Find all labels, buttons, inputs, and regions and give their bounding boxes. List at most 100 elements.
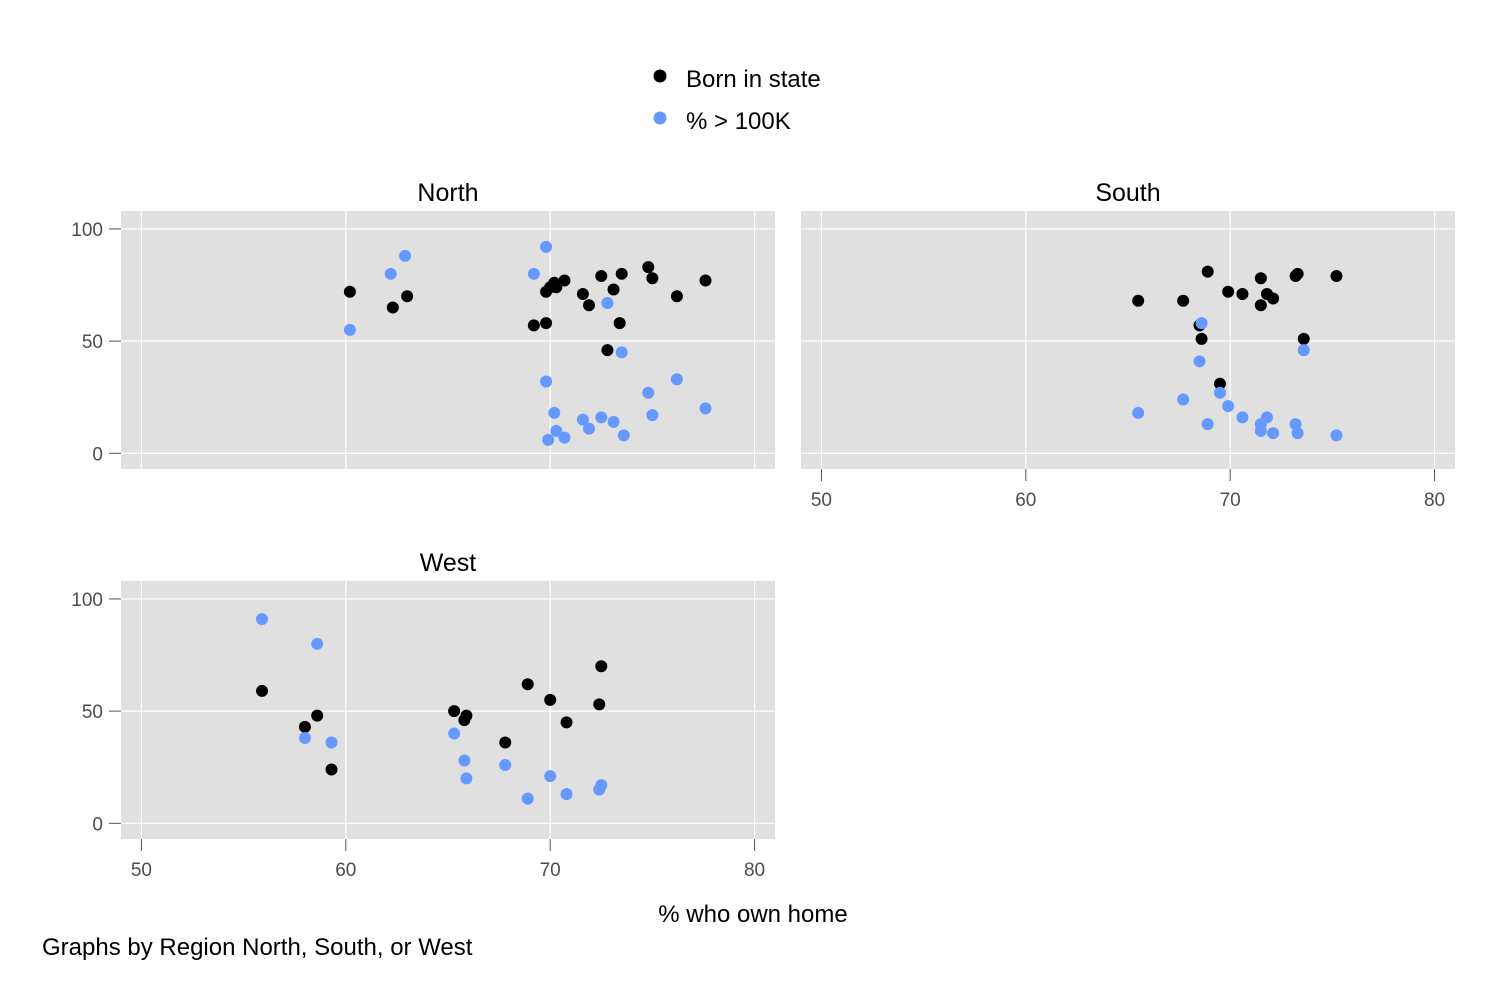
- x-axis-title: % who own home: [658, 901, 847, 928]
- data-point: [1201, 418, 1214, 431]
- data-point: [642, 386, 655, 399]
- data-point: [699, 402, 712, 415]
- data-point: [298, 720, 311, 733]
- data-point: [595, 779, 608, 792]
- data-point: [343, 323, 356, 336]
- data-point: [646, 272, 659, 285]
- panel-south: South 50 60 70 80: [801, 179, 1455, 511]
- legend: Born in state % > 100K: [653, 66, 821, 135]
- data-point: [642, 261, 655, 274]
- data-point: [1222, 400, 1235, 413]
- data-point: [256, 684, 269, 697]
- data-point: [583, 422, 596, 435]
- data-point: [593, 698, 606, 711]
- data-point: [1267, 427, 1280, 440]
- data-point: [1330, 429, 1343, 442]
- data-point: [460, 772, 473, 785]
- data-point: [607, 415, 620, 428]
- data-point: [542, 433, 555, 446]
- data-point: [399, 249, 412, 262]
- data-point: [595, 411, 608, 424]
- y-tick-label: 100: [71, 590, 103, 611]
- data-point: [1222, 285, 1235, 298]
- data-point: [576, 288, 589, 301]
- data-point: [1177, 294, 1190, 307]
- data-point: [448, 705, 461, 718]
- legend-marker-income-over-100k: [653, 111, 667, 125]
- data-point: [550, 424, 563, 437]
- data-point: [583, 299, 596, 312]
- data-point: [670, 373, 683, 386]
- data-point: [558, 431, 571, 444]
- data-point: [1193, 355, 1206, 368]
- data-point: [1260, 411, 1273, 424]
- data-point: [1289, 418, 1302, 431]
- y-tick-label: 50: [82, 332, 103, 353]
- data-point: [325, 763, 338, 776]
- panel-title-west: West: [420, 549, 477, 577]
- series-pct-gt-100k: [256, 613, 608, 805]
- data-point: [386, 301, 399, 314]
- series-pct-gt-100k: [1132, 317, 1343, 442]
- y-tick-label: 0: [92, 814, 103, 835]
- series-born-in-state: [256, 660, 608, 776]
- data-point: [298, 732, 311, 745]
- data-point: [527, 267, 540, 280]
- data-point: [613, 317, 626, 330]
- data-point: [1297, 344, 1310, 357]
- data-point: [1132, 406, 1145, 419]
- data-point: [576, 413, 589, 426]
- data-point: [1267, 292, 1280, 305]
- y-tick-label: 100: [71, 220, 103, 241]
- plot-background: [121, 211, 775, 469]
- legend-label-born-in-state: Born in state: [686, 66, 821, 93]
- data-point: [1254, 299, 1267, 312]
- data-point: [617, 429, 630, 442]
- data-point: [401, 290, 414, 303]
- x-tick-label: 50: [811, 490, 832, 511]
- data-point: [699, 274, 712, 287]
- panel-title-south: South: [1095, 179, 1160, 207]
- data-point: [458, 754, 471, 767]
- y-tick-label: 0: [92, 444, 103, 465]
- x-tick-label: 60: [335, 860, 356, 881]
- data-point: [595, 660, 608, 673]
- data-point: [607, 283, 620, 296]
- data-point: [646, 409, 659, 422]
- data-point: [1291, 267, 1304, 280]
- panel-west: West 0 50 100 50 60 70 80: [71, 549, 775, 881]
- series-pct-gt-100k: [343, 240, 712, 446]
- data-point: [1254, 272, 1267, 285]
- x-tick-label: 80: [744, 860, 765, 881]
- data-point: [311, 709, 324, 722]
- series-born-in-state: [343, 261, 712, 357]
- data-point: [325, 736, 338, 749]
- data-point: [601, 344, 614, 357]
- data-point: [1201, 265, 1214, 278]
- legend-label-income-over-100k: % > 100K: [686, 108, 791, 135]
- data-point: [527, 319, 540, 332]
- data-point: [540, 317, 553, 330]
- data-point: [1297, 332, 1310, 345]
- plot-background: [801, 211, 1455, 469]
- x-tick-label: 80: [1424, 490, 1445, 511]
- graph-note: Graphs by Region North, South, or West: [42, 934, 473, 961]
- x-tick-label: 70: [540, 860, 561, 881]
- data-point: [311, 637, 324, 650]
- data-point: [1195, 317, 1208, 330]
- panel-north: North 0 50 100: [71, 179, 775, 469]
- data-point: [540, 375, 553, 388]
- x-tick-label: 60: [1015, 490, 1036, 511]
- data-point: [615, 267, 628, 280]
- data-point: [521, 792, 534, 805]
- data-point: [1132, 294, 1145, 307]
- data-point: [595, 270, 608, 283]
- data-point: [558, 274, 571, 287]
- data-point: [448, 727, 461, 740]
- data-point: [521, 678, 534, 691]
- data-point: [615, 346, 628, 359]
- panel-title-north: North: [417, 179, 478, 207]
- data-point: [499, 758, 512, 771]
- data-point: [1236, 288, 1249, 301]
- data-point: [560, 788, 573, 801]
